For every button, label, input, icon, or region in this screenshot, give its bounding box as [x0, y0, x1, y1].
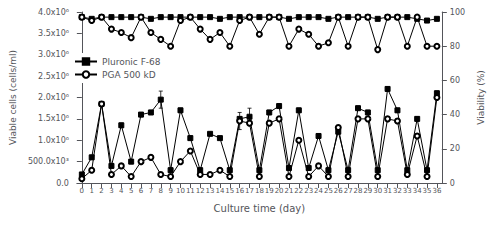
svg-text:20: 20	[275, 187, 284, 195]
svg-text:0.0: 0.0	[56, 179, 69, 188]
svg-text:Pluronic F-68: Pluronic F-68	[102, 57, 161, 67]
svg-text:5: 5	[129, 187, 133, 195]
svg-text:20: 20	[450, 144, 460, 153]
svg-text:17: 17	[245, 187, 254, 195]
svg-text:4: 4	[119, 187, 124, 195]
svg-text:22: 22	[294, 187, 303, 195]
svg-text:2: 2	[99, 187, 103, 195]
svg-text:PGA 500 kD: PGA 500 kD	[102, 70, 156, 80]
svg-text:40: 40	[450, 110, 460, 119]
svg-text:0: 0	[80, 187, 84, 195]
svg-text:32: 32	[393, 187, 402, 195]
svg-text:1.0x10⁶: 1.0x10⁶	[38, 136, 69, 145]
svg-text:0: 0	[450, 179, 455, 188]
svg-text:2.0x10⁶: 2.0x10⁶	[38, 93, 69, 102]
svg-text:9: 9	[168, 187, 172, 195]
svg-text:1.5x10⁶: 1.5x10⁶	[38, 114, 69, 123]
svg-text:28: 28	[354, 187, 363, 195]
svg-text:100: 100	[450, 8, 465, 17]
svg-text:12: 12	[196, 187, 205, 195]
svg-text:34: 34	[413, 187, 422, 195]
svg-text:18: 18	[255, 187, 264, 195]
svg-text:19: 19	[265, 187, 274, 195]
svg-text:26: 26	[334, 187, 343, 195]
svg-text:25: 25	[324, 187, 333, 195]
svg-text:8: 8	[159, 187, 163, 195]
svg-text:36: 36	[432, 187, 441, 195]
svg-text:3.0x10⁶: 3.0x10⁶	[38, 50, 69, 59]
svg-text:33: 33	[403, 187, 412, 195]
svg-text:500.0x10³: 500.0x10³	[28, 157, 69, 166]
svg-text:23: 23	[304, 187, 313, 195]
svg-text:29: 29	[363, 187, 372, 195]
svg-text:16: 16	[235, 187, 244, 195]
svg-text:Viable cells (cells/ml): Viable cells (cells/ml)	[8, 50, 18, 145]
svg-text:15: 15	[225, 187, 234, 195]
svg-text:Viability (%): Viability (%)	[476, 70, 486, 124]
svg-text:13: 13	[206, 187, 215, 195]
svg-text:80: 80	[450, 42, 460, 51]
svg-text:14: 14	[215, 187, 224, 195]
svg-text:27: 27	[344, 187, 353, 195]
svg-text:1: 1	[89, 187, 93, 195]
svg-text:11: 11	[186, 187, 195, 195]
svg-text:4.0x10⁶: 4.0x10⁶	[38, 8, 69, 17]
svg-text:31: 31	[383, 187, 392, 195]
svg-text:35: 35	[423, 187, 432, 195]
svg-text:2.5x10⁶: 2.5x10⁶	[38, 72, 69, 81]
svg-text:30: 30	[373, 187, 382, 195]
svg-text:Culture time (day): Culture time (day)	[214, 203, 306, 214]
svg-text:6: 6	[139, 187, 144, 195]
svg-text:7: 7	[149, 187, 153, 195]
svg-text:24: 24	[314, 187, 323, 195]
svg-text:3: 3	[109, 187, 113, 195]
svg-text:60: 60	[450, 76, 460, 85]
svg-text:3.5x10⁶: 3.5x10⁶	[38, 29, 69, 38]
svg-text:10: 10	[176, 187, 185, 195]
svg-text:21: 21	[285, 187, 294, 195]
